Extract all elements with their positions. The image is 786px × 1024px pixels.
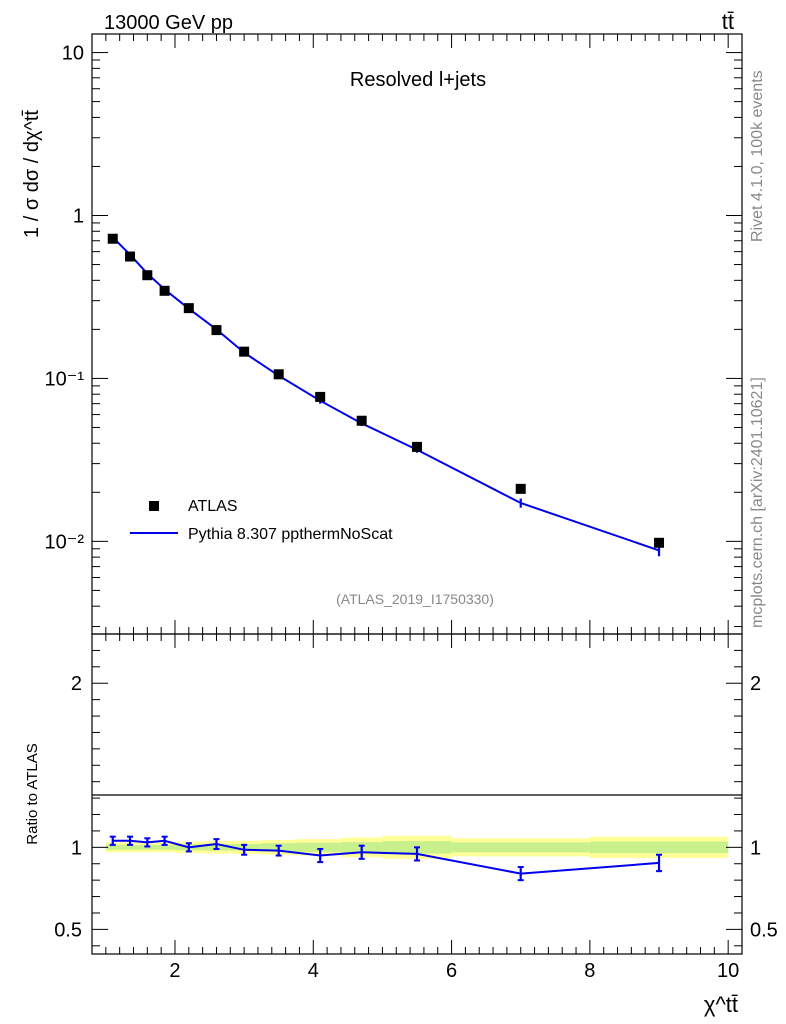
- mcplots-label: mcplots.cern.ch [arXiv:2401.10621]: [749, 377, 766, 628]
- watermark: (ATLAS_2019_I1750330): [336, 591, 494, 607]
- main-y-tick-label: 10: [62, 43, 84, 65]
- atlas-point: [125, 251, 136, 262]
- atlas-point: [239, 346, 250, 357]
- ratio-y-axis-label: Ratio to ATLAS: [24, 743, 41, 844]
- main-y-axis-label-text: 1 / σ dσ / dχ^tt̄: [21, 110, 43, 238]
- atlas-point: [654, 537, 665, 548]
- ratio-x-tick-labels: 2 4 6 8 10: [169, 960, 739, 982]
- main-series: [107, 233, 665, 557]
- band-inner-segment: [230, 844, 262, 851]
- energy-title: 13000 GeV pp: [104, 12, 233, 34]
- atlas-point: [412, 441, 422, 452]
- band-inner-segment: [157, 844, 175, 850]
- band-inner-segment: [123, 844, 141, 850]
- main-frame: [91, 33, 743, 635]
- x-tick-label: 6: [446, 960, 457, 982]
- legend-label-atlas: ATLAS: [188, 498, 238, 515]
- main-y-tick-label: 10⁻²: [45, 531, 85, 553]
- x-tick-label: 4: [308, 960, 319, 982]
- ratio-frame: [91, 633, 743, 955]
- band-inner-segment: [451, 842, 590, 853]
- legend-marker-atlas: [149, 501, 159, 511]
- ratio-y-tick-labels: 0.5 0.5 1 1 2 2: [54, 673, 778, 941]
- x-tick-label: 8: [584, 960, 595, 982]
- atlas-point: [515, 483, 526, 494]
- atlas-point: [142, 270, 153, 281]
- main-y-tick-label: 10⁻¹: [45, 368, 85, 390]
- main-y-tick-label: 1: [73, 205, 84, 227]
- atlas-point: [356, 415, 367, 426]
- main-y-axis-label: 1 / σ dσ / dχ^tt̄: [21, 110, 43, 238]
- x-axis-label: χ^tt̄: [704, 992, 738, 1017]
- main-title: Resolved l+jets: [350, 69, 486, 91]
- ratio-y-tick-label: 1: [71, 837, 82, 859]
- band-inner-segment: [589, 841, 729, 854]
- ratio-y-tick-label-right: 2: [750, 673, 761, 695]
- x-tick-label: 10: [717, 960, 739, 982]
- band-inner-segment: [105, 844, 124, 850]
- process-title: tt̄: [722, 9, 734, 34]
- atlas-point: [315, 391, 326, 402]
- main-y-tick-labels: 10 1 10⁻¹ 10⁻²: [45, 43, 85, 554]
- ratio-y-tick-label: 2: [71, 673, 82, 695]
- atlas-point: [159, 285, 170, 296]
- legend: ATLAS Pythia 8.307 ppthermNoScat: [130, 498, 393, 543]
- band-inner-segment: [295, 842, 341, 852]
- ratio-series: [109, 835, 663, 882]
- atlas-point: [107, 233, 118, 244]
- ratio-y-tick-label-right: 1: [750, 837, 761, 859]
- ratio-panel: 0.5 0.5 1 1 2 2 2 4 6 8 10 Ratio to ATLAS χ^tt̄: [24, 633, 778, 1017]
- main-panel: Resolved l+jets (ATLAS_2019_I1750330) 10…: [21, 33, 743, 635]
- atlas-point: [183, 303, 194, 314]
- atlas-point: [273, 369, 284, 380]
- atlas-point: [211, 325, 222, 336]
- legend-label-pythia: Pythia 8.307 ppthermNoScat: [188, 526, 393, 543]
- ratio-axis-ticks: [92, 634, 742, 954]
- ratio-y-tick-label: 0.5: [54, 919, 82, 941]
- rivet-label: Rivet 4.1.0, 100k events: [749, 70, 766, 242]
- main-axis-ticks: [92, 34, 742, 634]
- x-tick-label: 2: [169, 960, 180, 982]
- ratio-y-tick-label-right: 0.5: [750, 919, 778, 941]
